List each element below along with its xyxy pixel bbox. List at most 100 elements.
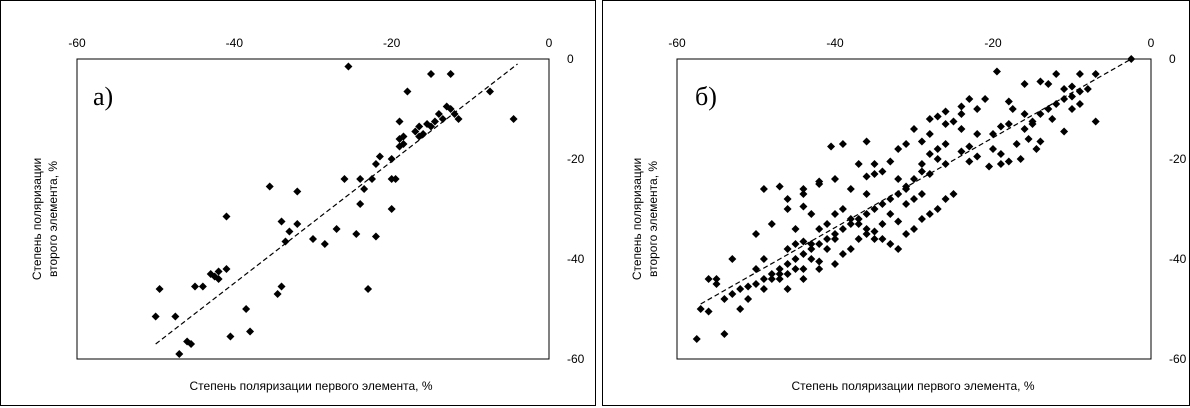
data-point: [415, 132, 424, 141]
data-point: [996, 160, 1005, 168]
data-point: [799, 275, 808, 283]
data-point: [759, 275, 768, 283]
data-point: [1004, 157, 1013, 166]
data-point: [285, 227, 294, 236]
chart-panel-a: -60 -40 -20 0 0 -20 -40 -60 Степень поляризации …: [0, 0, 596, 406]
data-point: [371, 232, 380, 241]
data-point: [981, 95, 990, 103]
y-tick-label: -40: [1169, 252, 1187, 266]
data-point: [1075, 100, 1084, 108]
data-point: [767, 220, 776, 228]
data-point: [1068, 82, 1076, 91]
data-point: [704, 307, 713, 316]
data-point: [910, 225, 918, 233]
data-point: [1091, 70, 1100, 78]
data-point: [486, 87, 494, 96]
data-point: [360, 185, 369, 193]
data-point: [827, 142, 836, 151]
data-point: [949, 190, 958, 198]
data-point: [878, 200, 887, 208]
data-point: [854, 160, 863, 168]
data-point: [799, 190, 808, 198]
x-tick-label: -40: [226, 36, 244, 50]
plot-area: [76, 58, 550, 360]
data-point: [815, 240, 824, 248]
x-axis-title: Степень поляризации первого элемента, %: [792, 379, 1035, 393]
data-point: [265, 182, 274, 191]
data-point: [720, 330, 729, 338]
data-point: [759, 255, 768, 263]
data-point: [823, 220, 832, 228]
data-point: [989, 130, 997, 138]
data-point: [356, 175, 365, 183]
data-point: [973, 152, 982, 161]
panel-label: а): [93, 82, 113, 111]
data-point: [759, 285, 768, 293]
y-axis-title-line-2: второго элемента, %: [46, 161, 60, 277]
data-point: [878, 220, 887, 228]
data-point: [427, 70, 435, 78]
data-point: [941, 107, 950, 116]
data-point: [854, 235, 863, 243]
x-tick-label: -40: [826, 36, 844, 50]
data-point: [846, 220, 855, 228]
data-point: [1044, 105, 1053, 113]
data-point: [356, 200, 365, 208]
data-point: [273, 290, 282, 298]
data-point: [791, 225, 800, 233]
data-point: [395, 135, 404, 143]
data-point: [175, 350, 184, 358]
data-point: [933, 155, 942, 163]
data-point: [807, 240, 816, 248]
data-point: [862, 137, 871, 146]
data-point: [886, 195, 895, 203]
data-point: [387, 205, 396, 213]
data-point: [941, 120, 950, 128]
data-point: [862, 225, 871, 233]
data-point: [799, 202, 808, 211]
data-point: [391, 175, 400, 183]
data-point: [783, 285, 792, 293]
data-point: [886, 210, 895, 218]
data-point: [1052, 100, 1061, 108]
data-point: [941, 195, 950, 203]
data-point: [949, 117, 958, 126]
data-point: [759, 185, 768, 193]
data-point: [728, 290, 737, 298]
data-point: [1083, 85, 1092, 93]
data-point: [320, 240, 329, 248]
data-point: [281, 237, 290, 246]
data-point: [815, 225, 824, 233]
data-point: [996, 122, 1005, 131]
data-point: [992, 67, 1001, 76]
x-axis-title: Степень поляризации первого элемента, %: [190, 379, 433, 393]
data-point: [807, 245, 816, 253]
data-point: [894, 190, 903, 198]
x-tick-label: -20: [984, 36, 1002, 50]
data-point: [870, 235, 879, 243]
data-point: [752, 265, 760, 273]
y-tick-label: -60: [1169, 352, 1187, 366]
data-point: [989, 145, 997, 153]
data-point: [996, 150, 1005, 158]
data-point: [352, 230, 361, 238]
data-point: [767, 270, 776, 278]
x-tick-label: 0: [1148, 36, 1155, 50]
data-point: [894, 145, 903, 153]
data-point: [870, 170, 879, 178]
data-point: [815, 265, 824, 273]
y-tick-label: 0: [567, 52, 574, 66]
data-point: [846, 185, 855, 193]
data-point: [902, 140, 911, 148]
data-point: [293, 187, 302, 196]
data-point: [728, 255, 737, 263]
y-tick-label: -20: [567, 152, 585, 166]
data-point: [427, 122, 435, 131]
data-point: [222, 265, 231, 273]
data-point: [744, 295, 753, 303]
data-point: [403, 87, 412, 96]
data-point: [965, 95, 974, 103]
data-point: [862, 190, 871, 198]
data-point: [1032, 145, 1041, 153]
x-tick-label: -20: [383, 36, 401, 50]
